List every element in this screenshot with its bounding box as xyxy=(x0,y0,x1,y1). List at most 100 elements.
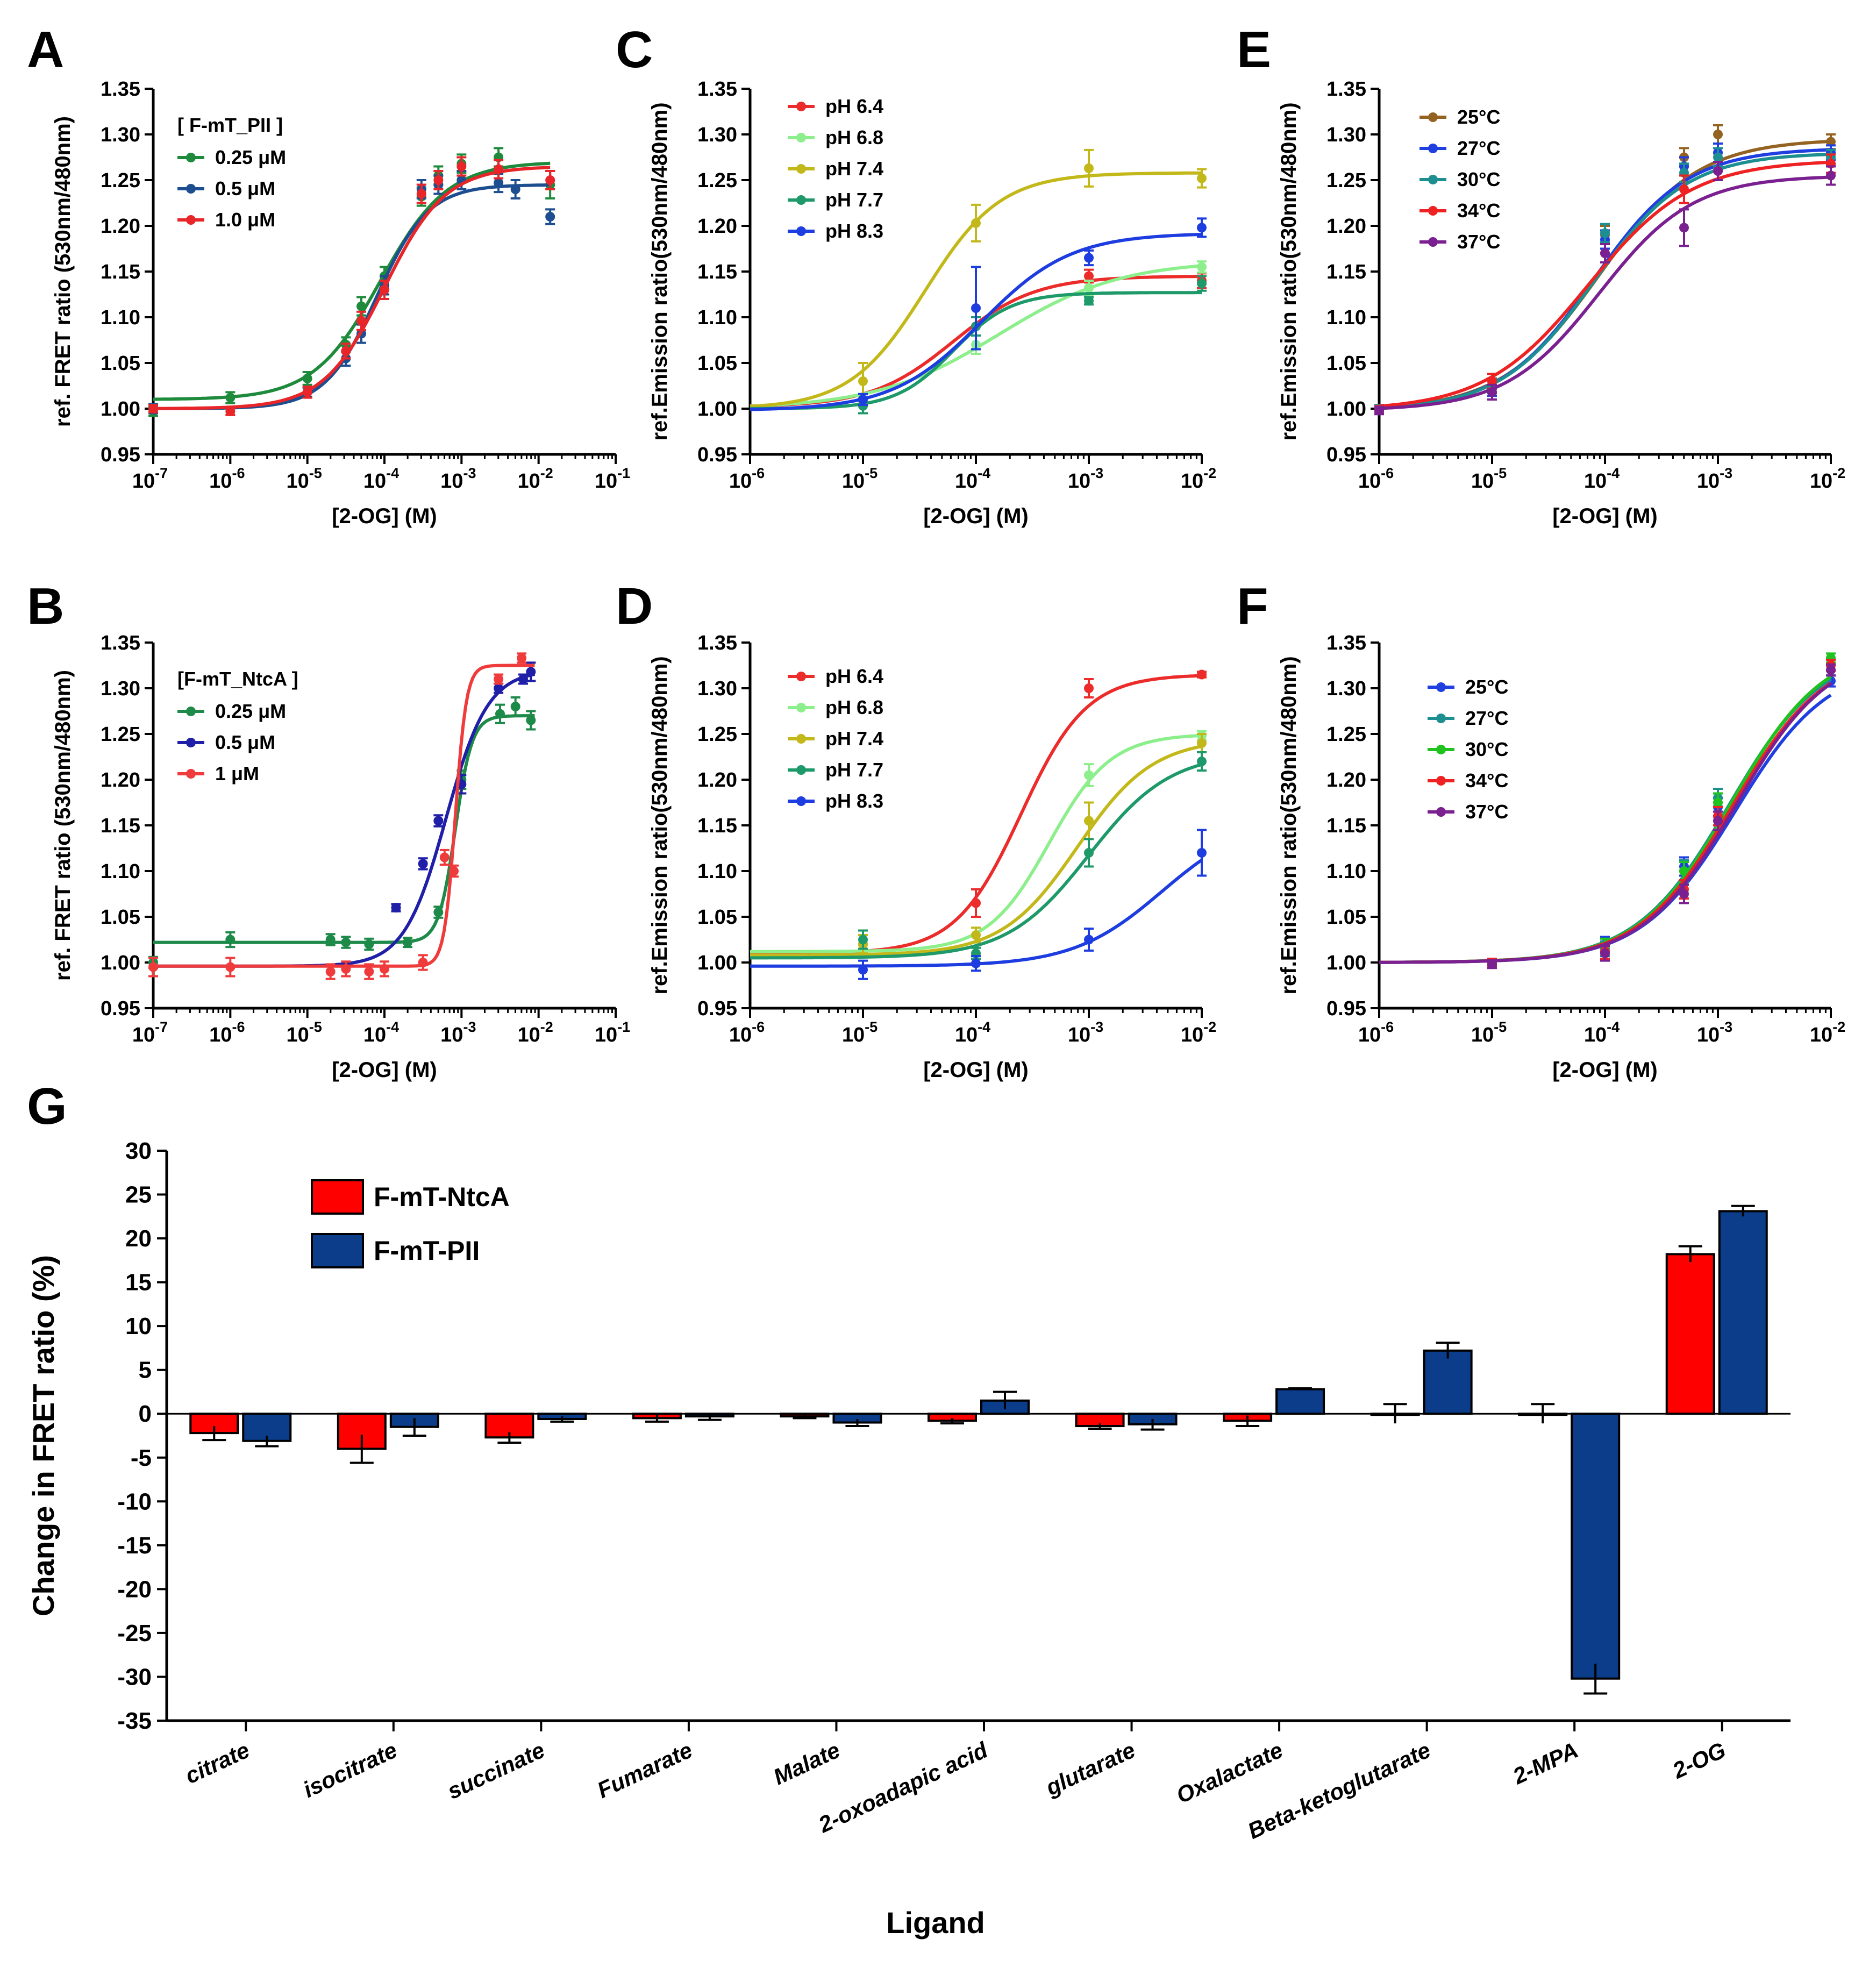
y-tick-label: 1.20 xyxy=(101,215,140,238)
legend-marker xyxy=(1436,745,1446,754)
data-point xyxy=(971,218,981,228)
fit-curve-34°C xyxy=(1379,681,1832,964)
legend-marker xyxy=(1436,776,1446,786)
y-tick-label: 1.10 xyxy=(1326,860,1366,883)
data-point xyxy=(1084,935,1094,945)
legend-label: 30°C xyxy=(1465,738,1508,760)
y-tick-label: 1.10 xyxy=(1326,306,1366,329)
data-point xyxy=(526,715,536,725)
legend-label: 37°C xyxy=(1457,231,1500,253)
data-point xyxy=(545,212,555,222)
data-point xyxy=(1679,889,1689,899)
legend-label: pH 6.8 xyxy=(825,126,883,148)
bar-F-mT-PII xyxy=(1275,1388,1325,1415)
legend-label: 37°C xyxy=(1465,801,1508,823)
y-tick-label: -25 xyxy=(117,1620,152,1646)
legend-marker xyxy=(796,765,806,775)
data-point xyxy=(380,285,389,295)
legend-label: 1.0 μM xyxy=(215,209,275,231)
data-point xyxy=(364,939,374,949)
y-tick-label: 1.20 xyxy=(697,769,737,792)
panel-letter-F: F xyxy=(1237,577,1268,635)
y-tick-label: 0.95 xyxy=(697,997,737,1020)
data-point xyxy=(1487,376,1497,386)
y-tick-label: 1.20 xyxy=(697,215,737,238)
x-tick-label: 10-4 xyxy=(1584,465,1620,493)
y-tick-label: -35 xyxy=(117,1708,152,1734)
data-point xyxy=(1084,770,1094,780)
x-tick-label: 10-7 xyxy=(132,465,168,493)
data-point xyxy=(341,346,351,356)
legend-label: pH 7.7 xyxy=(825,189,883,211)
data-point xyxy=(1084,253,1094,263)
data-point xyxy=(858,376,868,386)
legend-swatch xyxy=(311,1233,364,1268)
fit-curve-0.5-μM xyxy=(153,183,551,410)
data-point xyxy=(494,164,504,174)
data-point xyxy=(1374,405,1384,416)
fit-curve-37°C xyxy=(1379,175,1831,410)
y-tick-label: 1.25 xyxy=(697,169,737,192)
fit-curve-pH-7.7 xyxy=(750,762,1202,960)
data-point xyxy=(1084,283,1094,293)
x-tick-label: 10-2 xyxy=(518,1019,553,1046)
panel-letter-C: C xyxy=(616,21,653,79)
x-tick-label: 10-6 xyxy=(729,465,765,493)
legend-marker xyxy=(1428,175,1438,184)
x-tick-label: 10-5 xyxy=(287,1019,322,1046)
y-tick-label: -5 xyxy=(131,1445,152,1471)
category-label: isocitrate xyxy=(299,1737,401,1803)
x-tick-label: 10-6 xyxy=(209,465,245,493)
y-tick-label: 1.30 xyxy=(1326,678,1366,700)
y-axis-label: Change in FRET ratio (%) xyxy=(26,1255,60,1616)
x-axis-label: [2-OG] (M) xyxy=(1552,1058,1658,1082)
x-tick-label: 10-6 xyxy=(1358,465,1394,493)
y-tick-label: 1.35 xyxy=(697,632,737,654)
data-point xyxy=(341,964,351,974)
x-axis-label: [2-OG] (M) xyxy=(923,504,1029,528)
y-tick-label: 0.95 xyxy=(1326,444,1366,466)
x-tick-label: 10-3 xyxy=(440,1019,476,1046)
x-axis-label: [2-OG] (M) xyxy=(332,1058,437,1082)
y-tick-label: 1.15 xyxy=(1326,261,1366,283)
data-point xyxy=(858,395,868,404)
data-point xyxy=(1487,959,1497,969)
y-tick-label: 1.00 xyxy=(1326,398,1366,420)
data-point xyxy=(1713,152,1723,162)
y-tick-label: 10 xyxy=(125,1313,152,1339)
y-tick-label: 1.20 xyxy=(1326,215,1366,238)
data-point xyxy=(1487,387,1497,397)
x-tick-label: 10-5 xyxy=(1471,465,1507,493)
bar-F-mT-PII xyxy=(1571,1413,1621,1680)
category-label: Malate xyxy=(769,1737,844,1790)
legend-marker xyxy=(796,102,806,111)
data-point xyxy=(403,937,412,947)
data-point xyxy=(1713,166,1723,176)
data-point xyxy=(380,964,389,974)
data-point xyxy=(1084,163,1094,173)
data-point xyxy=(1826,665,1836,675)
x-tick-label: 10-5 xyxy=(842,465,878,493)
chart-panel-F: 0.95 1.00 1.05 1.10 1.15 1.20 1.25 1.30 1.35 10-6… xyxy=(1277,632,1845,1082)
legend-marker xyxy=(1428,237,1438,247)
data-point xyxy=(356,316,366,326)
data-point xyxy=(517,653,527,663)
legend-label: pH 8.3 xyxy=(825,790,883,812)
y-tick-label: 1.25 xyxy=(1326,723,1366,746)
x-tick-label: 10-1 xyxy=(595,465,630,493)
panel-letter-A: A xyxy=(27,21,64,79)
x-tick-label: 10-4 xyxy=(955,465,990,493)
y-tick-label: 1.20 xyxy=(1326,769,1366,792)
y-tick-label: 0.95 xyxy=(1326,997,1366,1020)
data-point xyxy=(416,189,426,199)
data-point xyxy=(225,393,236,403)
x-tick-label: 10-4 xyxy=(363,1019,399,1046)
x-tick-label: 10-3 xyxy=(440,465,476,493)
y-tick-label: 1.30 xyxy=(101,124,140,146)
data-point xyxy=(225,407,236,417)
bar-F-mT-PII xyxy=(1423,1349,1473,1415)
data-point xyxy=(494,674,504,684)
x-tick-label: 10-4 xyxy=(363,465,399,493)
x-tick-label: 10-2 xyxy=(1810,1019,1845,1046)
x-tick-label: 10-4 xyxy=(1584,1019,1620,1046)
